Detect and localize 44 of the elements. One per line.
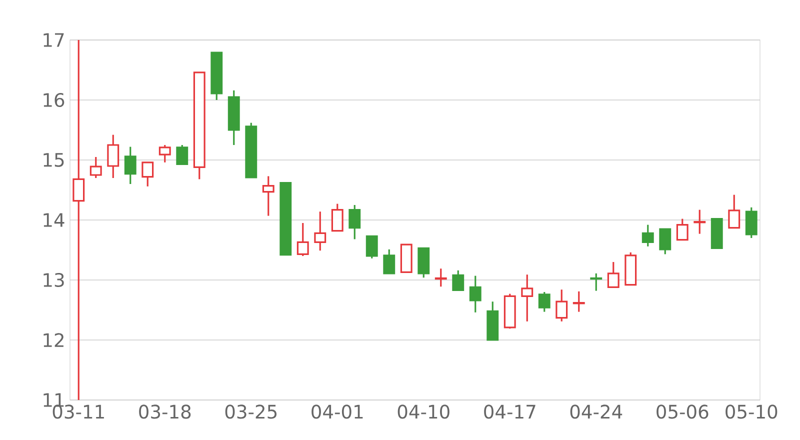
candlestick <box>296 222 309 257</box>
candlestick <box>642 224 654 248</box>
candlestick <box>348 204 361 240</box>
y-tick-label: 12 <box>44 333 64 347</box>
candlestick <box>262 175 274 217</box>
candlestick <box>107 134 120 179</box>
x-tick-label: 03-18 <box>139 404 191 419</box>
x-tick-label: 04-10 <box>398 404 450 419</box>
candlestick <box>590 272 602 292</box>
x-tick-label: 05-10 <box>726 404 778 419</box>
candlestick <box>694 209 706 235</box>
x-tick-label: 04-17 <box>484 404 536 419</box>
candlestick <box>521 274 534 322</box>
y-tick-label: 13 <box>44 272 64 288</box>
candlestick <box>556 288 568 322</box>
candlestick <box>90 156 102 179</box>
x-tick-label: 04-01 <box>312 404 363 419</box>
candlestick <box>452 270 464 291</box>
candlestick <box>366 235 378 260</box>
candlestick <box>538 291 550 313</box>
candlestick <box>676 218 688 241</box>
x-tick-label: 03-25 <box>225 404 277 419</box>
x-tick-label: 04-24 <box>570 404 622 419</box>
candlestick <box>607 261 620 288</box>
x-tick-label: 03-11 <box>52 404 104 419</box>
y-tick-label: 17 <box>44 33 64 47</box>
y-tick-label: 14 <box>44 213 64 227</box>
candlestick <box>434 268 447 288</box>
candlestick <box>728 194 740 229</box>
candlestick <box>142 162 154 188</box>
candlestick <box>158 144 171 164</box>
candlestick <box>314 210 326 252</box>
candlestick <box>469 275 482 314</box>
candlestick <box>383 248 396 274</box>
candlestick <box>659 228 672 256</box>
candlestick <box>176 144 188 166</box>
candlestick <box>72 39 85 401</box>
candlestick <box>745 206 758 239</box>
candlestick <box>124 146 136 185</box>
candlestick <box>572 290 585 313</box>
y-tick-label: 15 <box>44 153 64 167</box>
x-tick-label: 05-06 <box>656 404 708 419</box>
y-tick-label: 16 <box>44 92 64 108</box>
candlestick <box>331 203 344 232</box>
